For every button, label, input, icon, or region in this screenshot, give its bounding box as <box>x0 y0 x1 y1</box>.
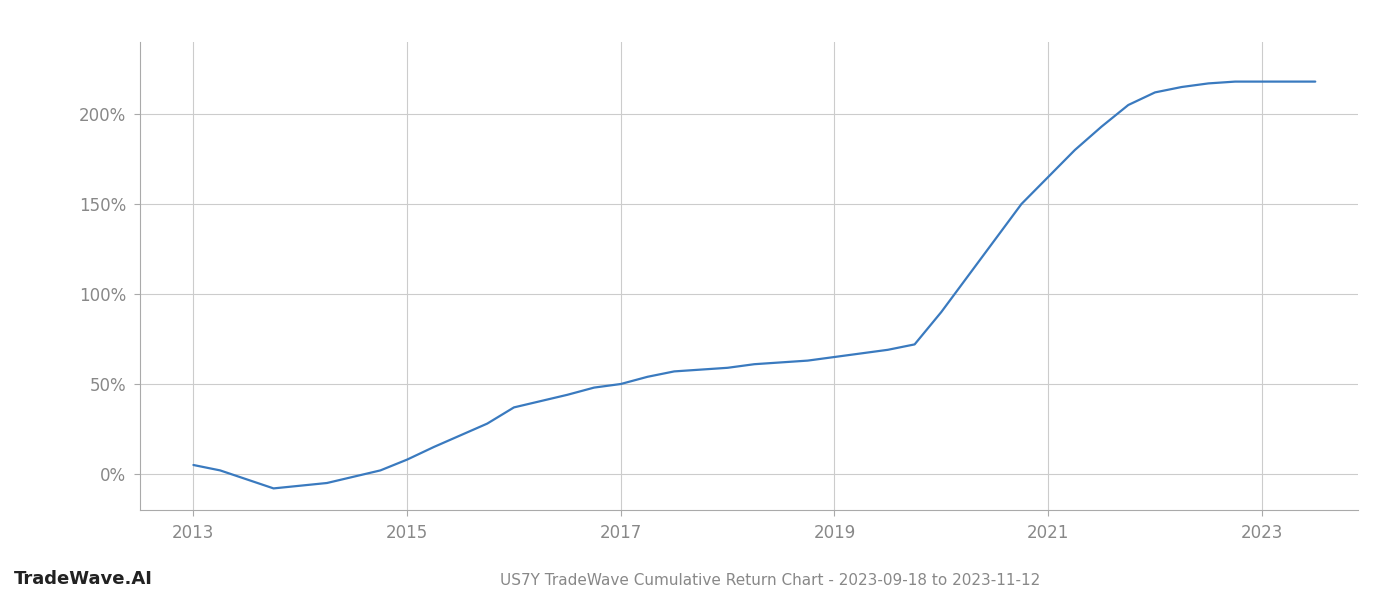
Text: US7Y TradeWave Cumulative Return Chart - 2023-09-18 to 2023-11-12: US7Y TradeWave Cumulative Return Chart -… <box>500 573 1040 588</box>
Text: TradeWave.AI: TradeWave.AI <box>14 570 153 588</box>
